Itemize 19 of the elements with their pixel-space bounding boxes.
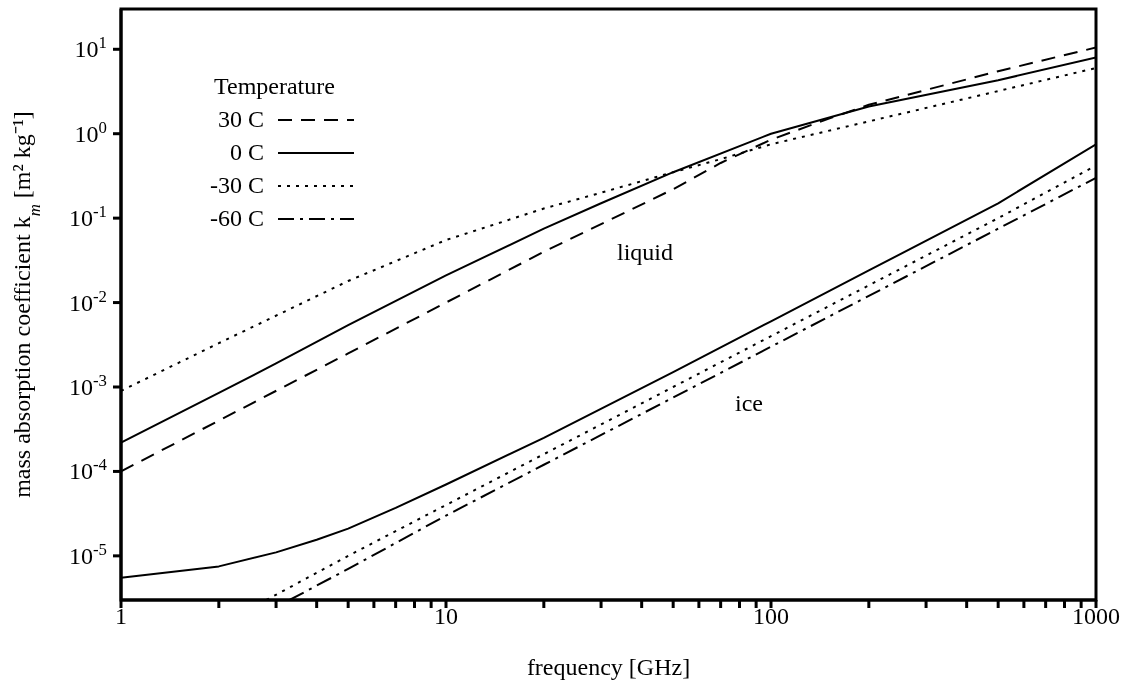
y-tick-label: 10$^{-4}$: [69, 454, 108, 485]
legend-label: -30 C: [210, 171, 264, 200]
annotation: liquid: [616, 239, 674, 265]
y-tick-label: 10$^{1}$: [74, 32, 107, 63]
legend-title: Temperature: [214, 72, 336, 101]
y-tick-label: 10$^{-5}$: [69, 539, 107, 569]
x-tick-label: 1000: [1072, 603, 1120, 629]
annotation: ice: [735, 390, 763, 416]
legend-label: -60 C: [210, 204, 264, 233]
x-tick-label: 1: [115, 603, 127, 629]
y-tick-label: 10$^{-3}$: [69, 370, 107, 400]
y-tick-label: 10$^{-2}$: [69, 286, 107, 316]
x-tick-label: 10: [434, 603, 458, 629]
y-tick-label: 10$^{-1}$: [69, 201, 107, 232]
x-tick-label: 100: [753, 603, 789, 629]
legend-label: 30 C: [217, 105, 264, 134]
legend-label: 0 C: [229, 138, 264, 167]
x-axis-title: frequency [GHz]: [526, 654, 691, 680]
y-tick-label: 10$^{0}$: [74, 117, 107, 147]
